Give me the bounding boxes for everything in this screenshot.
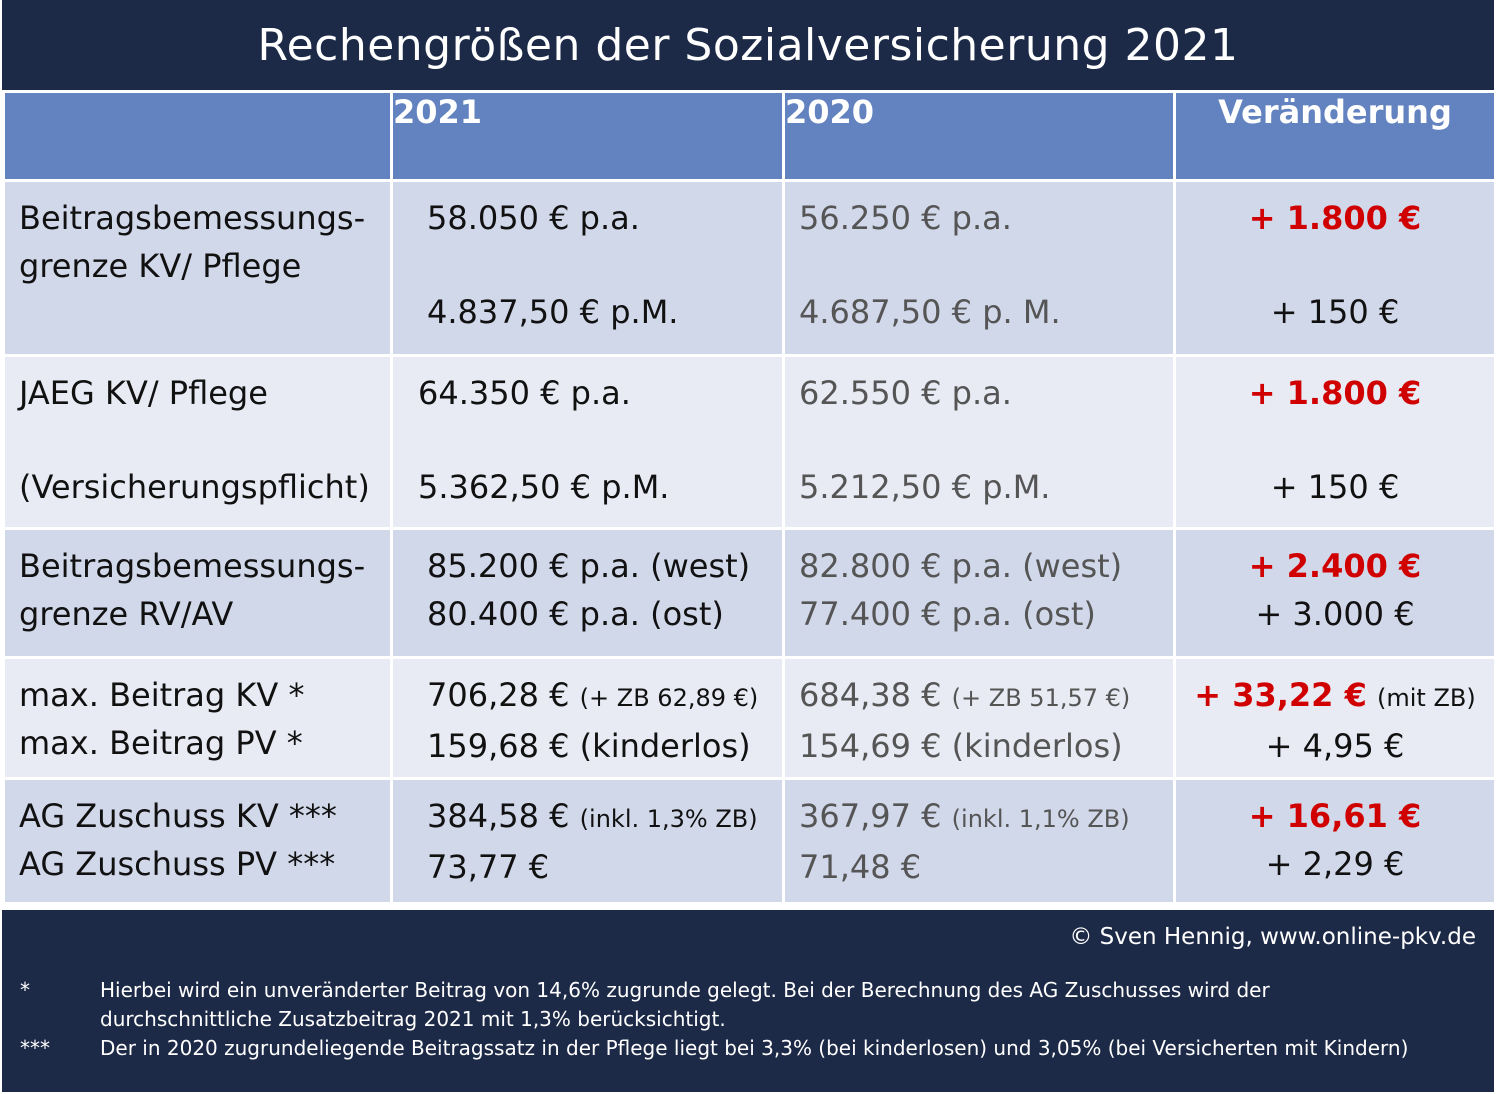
- zb-note: (+ ZB 51,57 €): [951, 684, 1131, 712]
- zb-note: (mit ZB): [1377, 684, 1476, 712]
- page-title: Rechengrößen der Sozialversicherung 2021: [2, 0, 1494, 90]
- table-row: Beitragsbemessungs- grenze KV/ Pflege 58…: [2, 179, 1497, 357]
- value-2021: 64.350 € p.a. 5.362,50 € p.M.: [418, 374, 670, 506]
- footnote-text: Hierbei wird ein unveränderter Beitrag v…: [100, 978, 1270, 1031]
- footnote: * Hierbei wird ein unveränderter Beitrag…: [20, 976, 1440, 1034]
- zb-note: (inkl. 1,1% ZB): [951, 805, 1130, 833]
- value-2020: 62.550 € p.a. 5.212,50 € p.M.: [799, 374, 1051, 506]
- header-change: Veränderung: [1173, 90, 1497, 182]
- value-2021: 384,58 € (inkl. 1,3% ZB) 73,77 €: [427, 797, 758, 886]
- value-2021: 58.050 € p.a. 4.837,50 € p.M.: [427, 199, 679, 331]
- zb-note: (+ ZB 62,89 €): [579, 684, 759, 712]
- value-2020: 82.800 € p.a. (west) 77.400 € p.a. (ost): [799, 547, 1123, 633]
- value-2021: 85.200 € p.a. (west) 80.400 € p.a. (ost): [427, 547, 751, 633]
- header-label: [2, 90, 393, 182]
- table-row: AG Zuschuss KV *** AG Zuschuss PV *** 38…: [2, 777, 1497, 905]
- value-change: + 2.400 € + 3.000 €: [1248, 547, 1422, 633]
- copyright: © Sven Hennig, www.online-pkv.de: [1069, 924, 1476, 950]
- footer: © Sven Hennig, www.online-pkv.de * Hierb…: [2, 910, 1494, 1092]
- zb-note: (inkl. 1,3% ZB): [579, 805, 758, 833]
- table-row: Beitragsbemessungs- grenze RV/AV 85.200 …: [2, 527, 1497, 659]
- row-label: Beitragsbemessungs- grenze KV/ Pflege: [19, 199, 366, 285]
- table-header-row: 2021 2020 Veränderung: [2, 90, 1497, 182]
- value-change: + 33,22 € (mit ZB) + 4,95 €: [1194, 676, 1476, 765]
- header-2020: 2020: [782, 90, 1176, 182]
- value-change: + 1.800 € + 150 €: [1248, 374, 1422, 506]
- footnote-mark: *: [20, 978, 30, 1002]
- table-row: max. Beitrag KV * max. Beitrag PV * 706,…: [2, 656, 1497, 780]
- footnote: *** Der in 2020 zugrundeliegende Beitrag…: [20, 1034, 1440, 1063]
- row-label: AG Zuschuss KV *** AG Zuschuss PV ***: [19, 797, 337, 883]
- value-2020: 56.250 € p.a. 4.687,50 € p. M.: [799, 199, 1061, 331]
- value-change: + 16,61 € + 2,29 €: [1248, 797, 1422, 883]
- footnote-text: Der in 2020 zugrundeliegende Beitragssat…: [100, 1036, 1409, 1060]
- row-label: Beitragsbemessungs- grenze RV/AV: [19, 547, 366, 633]
- value-2020: 684,38 € (+ ZB 51,57 €) 154,69 € (kinder…: [799, 676, 1131, 765]
- value-2020: 367,97 € (inkl. 1,1% ZB) 71,48 €: [799, 797, 1130, 886]
- value-2021: 706,28 € (+ ZB 62,89 €) 159,68 € (kinder…: [427, 676, 759, 765]
- row-label: max. Beitrag KV * max. Beitrag PV *: [19, 676, 305, 762]
- header-2021: 2021: [390, 90, 785, 182]
- data-table: 2021 2020 Veränderung Beitragsbemessungs…: [2, 90, 1497, 905]
- row-label: JAEG KV/ Pflege (Versicherungspflicht): [19, 374, 370, 506]
- footnote-mark: ***: [20, 1036, 50, 1060]
- value-change: + 1.800 € + 150 €: [1248, 199, 1422, 331]
- table-row: JAEG KV/ Pflege (Versicherungspflicht) 6…: [2, 354, 1497, 530]
